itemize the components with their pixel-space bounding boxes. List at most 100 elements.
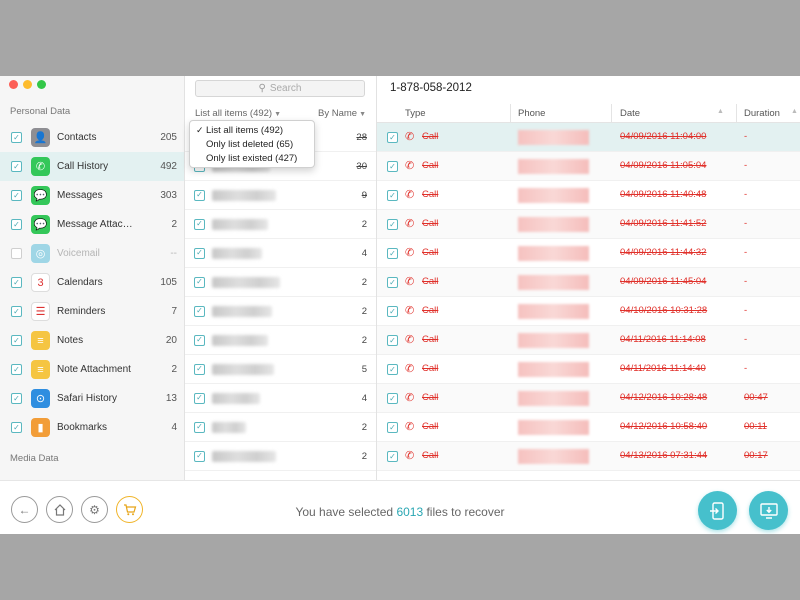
sidebar-item[interactable]: ✓ ≡ Note Attachment 2	[0, 355, 184, 384]
minimize-window-button[interactable]	[23, 80, 32, 89]
sidebar-item[interactable]: ✓ 3 Calendars 105	[0, 268, 184, 297]
blurred-contact-name	[212, 189, 276, 201]
call-duration: -	[744, 218, 748, 229]
sidebar-item[interactable]: ✓ ✆ Call History 492	[0, 152, 184, 181]
message-attachment-icon: 💬	[31, 215, 50, 234]
recover-to-computer-button[interactable]	[749, 491, 788, 530]
dropdown-option[interactable]: Only list existed (427)	[190, 151, 314, 165]
settings-button[interactable]: ⚙	[81, 496, 108, 523]
checkbox[interactable]: ✓	[11, 248, 22, 259]
sidebar-item[interactable]: ✓ 👤 Contacts 205	[0, 123, 184, 152]
checkbox[interactable]: ✓	[11, 364, 22, 375]
table-row[interactable]: ✓ ✆ Call 04/09/2016 11:44:32 -	[377, 239, 800, 268]
checkbox[interactable]: ✓	[194, 247, 205, 259]
checkbox[interactable]: ✓	[387, 335, 398, 346]
call-type: Call	[422, 218, 439, 229]
search-input[interactable]: ⚲ Search	[195, 80, 365, 97]
call-type: Call	[422, 247, 439, 258]
sidebar-item-label: Contacts	[57, 132, 97, 143]
checkbox[interactable]: ✓	[387, 422, 398, 433]
sidebar-item[interactable]: ✓ ≡ Notes 20	[0, 326, 184, 355]
table-row[interactable]: ✓ ✆ Call 04/13/2016 07:31:44 00:17	[377, 442, 800, 471]
checkbox[interactable]: ✓	[387, 277, 398, 288]
column-header-date[interactable]: Date	[620, 108, 641, 119]
checkbox[interactable]: ✓	[387, 132, 398, 143]
checkbox[interactable]: ✓	[194, 218, 205, 230]
checkbox[interactable]: ✓	[11, 277, 22, 288]
checkbox[interactable]: ✓	[11, 190, 22, 201]
checkbox[interactable]: ✓	[387, 248, 398, 259]
checkbox[interactable]: ✓	[387, 451, 398, 462]
call-type: Call	[422, 131, 439, 142]
checkbox[interactable]: ✓	[11, 132, 22, 143]
recover-to-device-button[interactable]	[698, 491, 737, 530]
checkbox[interactable]: ✓	[11, 422, 22, 433]
table-row[interactable]: ✓ ✆ Call 04/09/2016 11:41:52 -	[377, 210, 800, 239]
checkbox[interactable]: ✓	[194, 189, 205, 201]
sidebar-item[interactable]: ✓ ⊙ Safari History 13	[0, 384, 184, 413]
checkbox[interactable]: ✓	[387, 219, 398, 230]
table-row[interactable]: ✓ ✆ Call 04/09/2016 11:45:04 -	[377, 268, 800, 297]
dropdown-option[interactable]: ✓ List all items (492)	[190, 123, 314, 137]
list-item[interactable]: ✓ 2	[185, 442, 376, 471]
table-row[interactable]: ✓ ✆ Call 04/11/2016 11:14:40 -	[377, 355, 800, 384]
checkbox[interactable]: ✓	[11, 335, 22, 346]
call-type: Call	[422, 450, 439, 461]
back-button[interactable]: ←	[11, 496, 38, 523]
phone-icon: ✆	[405, 305, 415, 317]
checkbox[interactable]: ✓	[194, 305, 205, 317]
list-item[interactable]: ✓ 5	[185, 355, 376, 384]
checkbox[interactable]: ✓	[194, 363, 205, 375]
list-item[interactable]: ✓ 2	[185, 326, 376, 355]
phone-icon: ✆	[405, 218, 415, 230]
checkbox[interactable]: ✓	[11, 161, 22, 172]
table-row[interactable]: ✓ ✆ Call 04/09/2016 11:05:04 -	[377, 152, 800, 181]
list-item[interactable]: ✓ 2	[185, 297, 376, 326]
sidebar-item[interactable]: ✓ 💬 Messages 303	[0, 181, 184, 210]
checkbox[interactable]: ✓	[387, 393, 398, 404]
checkbox[interactable]: ✓	[387, 306, 398, 317]
sidebar-item[interactable]: ✓ ▮ Bookmarks 4	[0, 413, 184, 442]
checkbox[interactable]: ✓	[194, 450, 205, 462]
call-type: Call	[422, 305, 439, 316]
list-item[interactable]: ✓ 9	[185, 181, 376, 210]
sidebar-item[interactable]: ✓ 💬 Message Attac… 2	[0, 210, 184, 239]
column-header-duration[interactable]: Duration	[744, 108, 780, 119]
sidebar-item[interactable]: ✓ ☰ Reminders 7	[0, 297, 184, 326]
item-count: 5	[361, 363, 367, 375]
sidebar-item-label: Bookmarks	[57, 422, 108, 433]
sidebar-item[interactable]: ✓ ◎ Voicemail --	[0, 239, 184, 268]
checkbox[interactable]: ✓	[387, 161, 398, 172]
list-item[interactable]: ✓ 4	[185, 384, 376, 413]
filter-dropdown[interactable]: List all items (492) ▼	[195, 108, 281, 119]
table-row[interactable]: ✓ ✆ Call 04/10/2016 10:31:28 -	[377, 297, 800, 326]
checkbox[interactable]: ✓	[194, 421, 205, 433]
table-row[interactable]: ✓ ✆ Call 04/12/2016 10:58:40 00:11	[377, 413, 800, 442]
close-window-button[interactable]	[9, 80, 18, 89]
zoom-window-button[interactable]	[37, 80, 46, 89]
item-count: 2	[361, 421, 367, 433]
checkbox[interactable]: ✓	[11, 219, 22, 230]
list-item[interactable]: ✓ 2	[185, 210, 376, 239]
list-item[interactable]: ✓ 4	[185, 239, 376, 268]
checkbox[interactable]: ✓	[11, 393, 22, 404]
checkbox[interactable]: ✓	[387, 364, 398, 375]
column-header-phone[interactable]: Phone	[518, 108, 546, 119]
cart-button[interactable]	[116, 496, 143, 523]
checkbox[interactable]: ✓	[194, 392, 205, 404]
checkbox[interactable]: ✓	[387, 190, 398, 201]
home-button[interactable]	[46, 496, 73, 523]
cart-icon	[123, 503, 136, 515]
table-row[interactable]: ✓ ✆ Call 04/12/2016 10:28:48 00:47	[377, 384, 800, 413]
table-row[interactable]: ✓ ✆ Call 04/11/2016 11:14:08 -	[377, 326, 800, 355]
column-header-type[interactable]: Type	[405, 108, 426, 119]
table-row[interactable]: ✓ ✆ Call 04/09/2016 11:04:00 -	[377, 123, 800, 152]
table-row[interactable]: ✓ ✆ Call 04/09/2016 11:40:48 -	[377, 181, 800, 210]
checkbox[interactable]: ✓	[194, 276, 205, 288]
checkbox[interactable]: ✓	[194, 334, 205, 346]
checkbox[interactable]: ✓	[11, 306, 22, 317]
list-item[interactable]: ✓ 2	[185, 268, 376, 297]
list-item[interactable]: ✓ 2	[185, 413, 376, 442]
dropdown-option[interactable]: Only list deleted (65)	[190, 137, 314, 151]
sort-dropdown[interactable]: By Name ▼	[318, 108, 366, 119]
